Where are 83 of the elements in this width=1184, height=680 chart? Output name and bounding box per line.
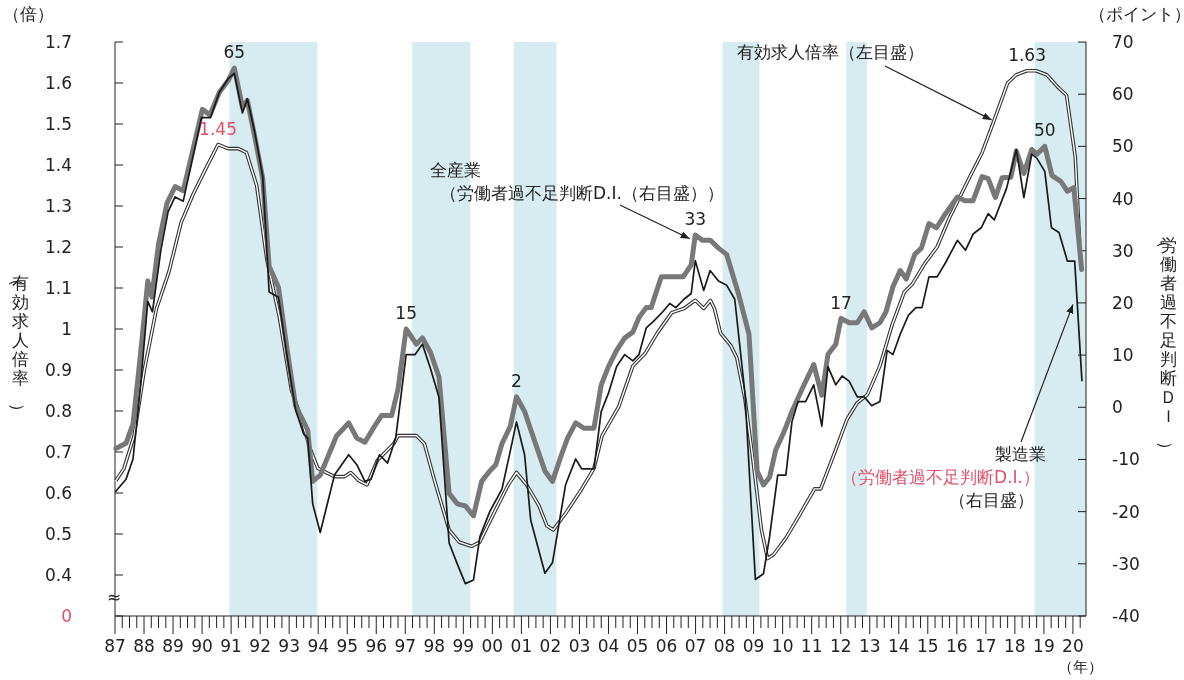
y-tick-label: 1.7 [44,32,72,52]
x-tick-label: 05 [626,636,649,656]
y-tick-label: 1.4 [44,155,72,175]
y-tick-label: 1 [61,319,72,339]
x-tick-label: 15 [916,636,939,656]
y2-tick-label: 30 [1112,240,1134,261]
x-tick-label: 87 [104,636,126,656]
y-tick-label: 1.2 [44,237,72,257]
y-tick-label: 1.5 [44,114,72,134]
x-tick-label: 18 [1004,636,1026,656]
data-label: 15 [395,303,417,323]
x-tick-label: 02 [539,636,562,656]
annotation: （労働者過不足判断D.I.（右目盛）） [440,183,724,203]
annotation: 有効求人倍率（左目盛） [736,42,924,62]
y2-tick-label: 20 [1112,292,1134,313]
annotation: ≈ [106,587,122,607]
x-tick-label: 04 [597,636,620,656]
y-tick-label: 1.1 [44,278,72,298]
y-tick-label: 0 [61,606,72,626]
x-tick-label: 12 [829,636,852,656]
data-label: 65 [223,42,246,63]
data-label: 17 [830,292,852,313]
annotation: （倍） [2,4,54,24]
y2-tick-label: -10 [1112,449,1140,470]
x-tick-label: 95 [336,636,359,656]
x-tick-label: 03 [568,636,591,656]
y-tick-label: 1.3 [44,196,72,216]
x-tick-label: 99 [452,636,475,656]
y2-tick-label: 70 [1112,32,1134,52]
x-tick-label: 20 [1062,636,1084,656]
y-tick-label: 0.4 [44,565,72,585]
x-tick-label: 01 [510,636,533,656]
y-tick-label: 0.5 [44,524,72,544]
x-tick-label: 90 [191,636,213,656]
x-tick-label: 09 [742,636,765,656]
y2-tick-label: 50 [1112,136,1134,157]
annotation: 有効求人倍率（左目盛） [736,42,993,121]
x-tick-label: 08 [713,636,736,656]
data-label: 2 [511,370,522,391]
data-label: 50 [1033,120,1056,141]
data-label: 33 [684,209,707,230]
data-label: 1.45 [199,118,237,139]
x-tick-label: 96 [365,636,388,656]
x-tick-label: 16 [946,636,968,656]
x-tick-label: 89 [162,636,184,656]
annotation: （右目盛） [949,490,1034,510]
x-tick-label: 94 [307,636,330,656]
y2-axis-title: （労働者過不足判断ＤＩ） [1155,231,1177,458]
x-tick-label: 13 [858,636,881,656]
data-label: 1.63 [1008,44,1046,65]
annotation: 全産業 [430,160,481,180]
annotation: 製造業 [995,444,1046,464]
x-tick-label: 19 [1033,636,1055,656]
y2-tick-label: -40 [1112,606,1140,626]
y-tick-label: 1.6 [44,73,72,93]
y-tick-label: 0.8 [44,401,72,421]
x-axis-title: （年） [1057,658,1103,676]
x-tick-label: 10 [771,636,794,656]
x-tick-label: 07 [684,636,707,656]
x-tick-label: 97 [394,636,417,656]
x-tick-label: 93 [278,636,300,656]
y2-tick-label: 10 [1112,345,1134,366]
x-tick-label: 88 [133,636,155,656]
x-tick-label: 17 [975,636,997,656]
x-tick-label: 00 [481,636,504,656]
x-tick-label: 06 [655,636,678,656]
annotation: （労働者過不足判断D.I.） [841,467,1040,487]
y-tick-label: 0.6 [44,483,72,503]
y-axis-title: （有効求人倍率） [7,269,29,420]
x-tick-label: 98 [423,636,446,656]
annotation: （ポイント） [1089,4,1184,24]
y2-tick-label: 40 [1112,188,1134,209]
x-tick-label: 14 [887,636,910,656]
y2-tick-label: 60 [1112,84,1134,105]
y2-tick-label: -20 [1112,501,1140,522]
annotation: 製造業 [995,303,1074,464]
y2-tick-label: -30 [1112,553,1140,574]
y2-tick-label: 0 [1112,397,1123,418]
x-tick-label: 92 [249,636,271,656]
y-tick-label: 0.7 [44,442,72,462]
x-tick-label: 11 [800,636,823,656]
x-tick-label: 91 [220,636,242,656]
y-tick-label: 0.9 [44,360,72,380]
